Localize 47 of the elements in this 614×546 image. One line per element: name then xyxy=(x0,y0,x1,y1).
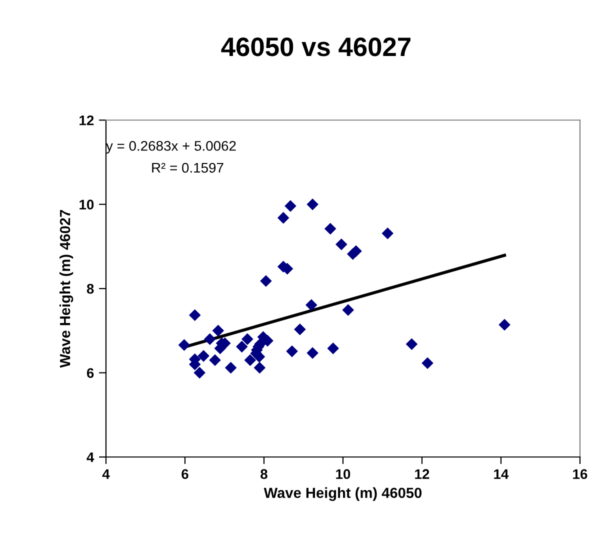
point xyxy=(254,362,266,374)
point xyxy=(284,200,296,212)
point xyxy=(406,338,418,350)
x-tick-label: 6 xyxy=(182,469,188,480)
annotation: y = 0.2683x + 5.0062 xyxy=(106,140,236,154)
chart-title: 46050 vs 46027 xyxy=(221,38,410,56)
point xyxy=(336,238,348,250)
point xyxy=(194,366,206,379)
y-axis-title: Wave Height (m) 46027 xyxy=(60,210,74,368)
point xyxy=(198,350,210,362)
point xyxy=(178,339,190,351)
y-tick-label: 8 xyxy=(86,284,94,294)
point xyxy=(498,318,510,331)
x-tick-label: 14 xyxy=(494,469,509,479)
point xyxy=(306,198,318,210)
point xyxy=(241,333,254,345)
point xyxy=(306,347,318,359)
point xyxy=(204,333,216,345)
point xyxy=(209,354,221,366)
point xyxy=(212,324,224,337)
point xyxy=(224,362,237,374)
point xyxy=(253,350,266,363)
y-tick-label: 4 xyxy=(86,452,94,462)
y-tick-label: 12 xyxy=(80,115,94,126)
x-tick-label: 8 xyxy=(260,469,268,480)
point xyxy=(260,275,272,287)
point xyxy=(286,345,298,358)
point xyxy=(350,245,362,257)
point xyxy=(305,299,318,311)
y-tick-label: 6 xyxy=(86,368,94,378)
x-tick-label: 10 xyxy=(336,469,350,480)
point xyxy=(277,212,290,224)
point xyxy=(324,222,336,235)
x-tick-label: 4 xyxy=(102,469,110,479)
x-tick-label: 16 xyxy=(573,469,588,480)
x-axis-title: Wave Height (m) 46050 xyxy=(264,487,422,501)
point xyxy=(422,357,434,369)
point xyxy=(188,309,201,321)
point xyxy=(294,324,306,336)
point xyxy=(327,342,339,354)
annotation: R² = 0.1597 xyxy=(152,162,224,173)
point xyxy=(342,304,354,316)
y-tick-label: 10 xyxy=(80,200,94,210)
x-tick-label: 12 xyxy=(415,469,430,479)
point xyxy=(244,354,256,366)
point xyxy=(236,340,248,353)
point xyxy=(382,228,394,240)
